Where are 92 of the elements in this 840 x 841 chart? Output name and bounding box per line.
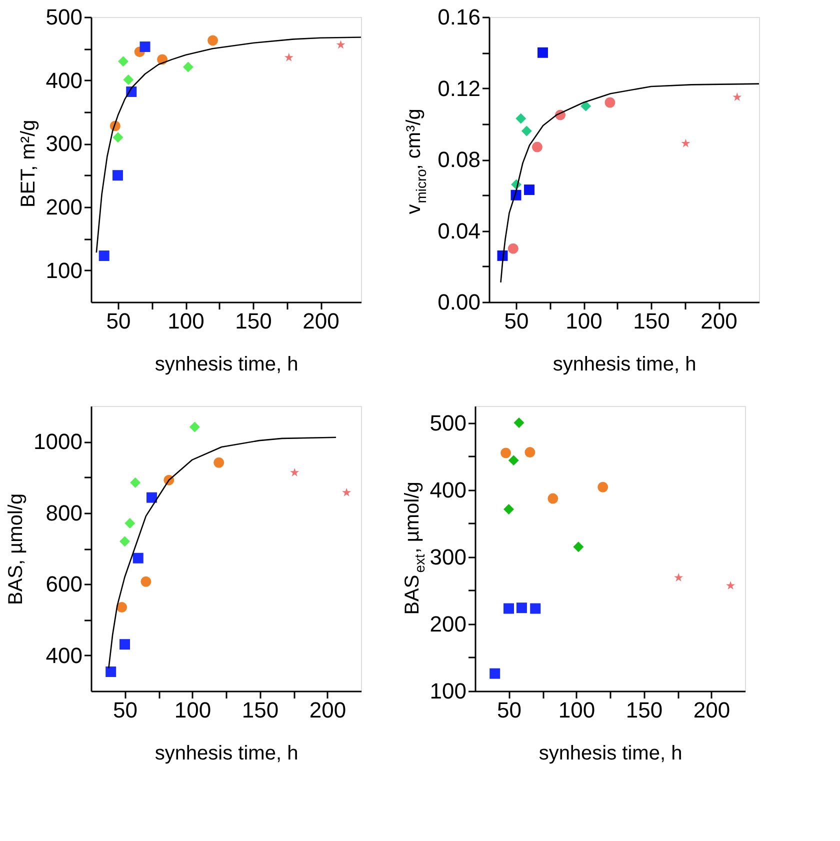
y-axis-title: BET, m²/g (18, 120, 40, 208)
line-series (500, 83, 760, 284)
x-tick-label: 50 (497, 698, 522, 722)
y-tick-label: 100 (430, 678, 466, 704)
y-tick-label: 0.04 (438, 218, 480, 244)
y-axis-title: BASext, µmol/g (402, 482, 428, 615)
x-tick-label: 150 (242, 698, 279, 722)
y-tick-label: 300 (46, 131, 82, 156)
point (500, 448, 512, 458)
point (140, 42, 150, 52)
point (514, 418, 524, 428)
x-axis-title: synhesis time, h (154, 354, 298, 376)
point (504, 603, 514, 614)
point (508, 243, 518, 254)
x-axis-title: synhesis time, h (154, 742, 298, 764)
x-tick-label: 150 (633, 308, 670, 334)
point (284, 52, 294, 62)
point (112, 132, 124, 143)
y-tick-label: 0.00 (438, 290, 480, 314)
line-series (96, 36, 362, 254)
point (132, 552, 144, 564)
point (120, 639, 130, 650)
y-tick-label: 1000 (34, 429, 82, 454)
y-tick-label: 400 (46, 642, 82, 668)
x-tick-label: 50 (504, 308, 529, 334)
point (146, 492, 157, 503)
y-tick-label: 500 (430, 410, 466, 436)
point (208, 35, 218, 46)
x-tick-label: 100 (168, 308, 204, 334)
y-tick-label: 300 (430, 544, 466, 570)
point (116, 602, 128, 613)
point (490, 668, 500, 679)
x-tick-label: 50 (113, 698, 138, 722)
point (726, 580, 736, 590)
y-tick-label: 400 (46, 68, 82, 93)
point (120, 536, 130, 547)
y-tick-label: 200 (430, 611, 466, 636)
point (604, 97, 616, 108)
x-tick-label: 150 (626, 698, 663, 722)
point (674, 572, 684, 582)
point (130, 477, 141, 488)
y-tick-label: 400 (430, 477, 466, 502)
point (508, 455, 519, 466)
point (548, 493, 558, 504)
x-tick-label: 200 (693, 698, 730, 722)
y-axis-title: vmicro, cm³/g (403, 108, 429, 214)
x-tick-label: 200 (302, 308, 340, 334)
point (524, 447, 536, 458)
x-tick-label: 50 (106, 308, 131, 334)
point (124, 518, 136, 528)
point (530, 603, 541, 614)
y-axis-title: BAS, µmol/g (5, 493, 27, 605)
point (532, 142, 542, 152)
y-tick-label: 0.12 (438, 76, 480, 101)
x-tick-label: 100 (174, 698, 212, 722)
point (598, 482, 608, 492)
point (521, 126, 532, 136)
point (118, 56, 129, 67)
point (342, 488, 352, 496)
y-tick-label: 200 (46, 194, 82, 220)
point (524, 184, 534, 196)
point (504, 504, 514, 515)
point (681, 138, 690, 148)
x-tick-label: 150 (235, 308, 272, 334)
point (336, 40, 346, 49)
point (214, 457, 224, 468)
x-tick-label: 200 (309, 698, 346, 722)
point (112, 170, 123, 181)
x-tick-label: 100 (558, 698, 596, 722)
x-axis-title: synhesis time, h (552, 354, 696, 376)
point (516, 113, 526, 124)
y-tick-label: 100 (46, 258, 82, 283)
point (516, 602, 527, 614)
x-tick-label: 200 (700, 308, 738, 334)
point (290, 468, 300, 476)
point (580, 100, 592, 112)
y-tick-label: 800 (46, 500, 82, 526)
point (573, 542, 584, 552)
point (98, 250, 110, 262)
y-tick-label: 500 (46, 4, 82, 30)
point (106, 666, 116, 678)
point (182, 62, 194, 72)
point (123, 74, 134, 85)
x-tick-label: 100 (566, 308, 602, 334)
point (189, 422, 200, 432)
y-tick-label: 0.08 (438, 147, 480, 172)
y-tick-label: 0.16 (438, 4, 480, 30)
point (140, 576, 152, 587)
point (732, 92, 742, 101)
y-tick-label: 600 (46, 572, 82, 597)
point (537, 47, 548, 58)
x-axis-title: synhesis time, h (538, 742, 682, 764)
